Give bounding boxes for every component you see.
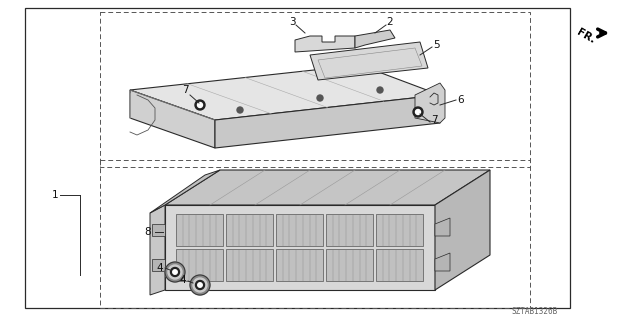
Circle shape — [415, 109, 420, 115]
Bar — [326, 214, 373, 246]
Bar — [152, 259, 165, 271]
Polygon shape — [435, 253, 450, 271]
Circle shape — [190, 275, 210, 295]
Polygon shape — [435, 218, 450, 236]
Bar — [176, 214, 223, 246]
Bar — [100, 12, 530, 167]
Text: 5: 5 — [434, 40, 440, 50]
Circle shape — [198, 283, 202, 287]
Polygon shape — [415, 83, 445, 123]
Circle shape — [237, 107, 243, 113]
Bar — [25, 8, 570, 308]
Circle shape — [195, 281, 205, 290]
Polygon shape — [310, 42, 428, 80]
Polygon shape — [435, 170, 490, 290]
Text: 6: 6 — [458, 95, 464, 105]
Bar — [326, 249, 373, 281]
Text: FR.: FR. — [575, 27, 597, 45]
Bar — [226, 249, 273, 281]
Circle shape — [165, 262, 185, 282]
Bar — [176, 249, 223, 281]
Polygon shape — [165, 205, 435, 290]
Polygon shape — [130, 65, 440, 120]
Circle shape — [377, 87, 383, 93]
Polygon shape — [150, 205, 165, 295]
Bar — [226, 214, 273, 246]
Text: 1: 1 — [52, 190, 58, 200]
Bar — [276, 249, 323, 281]
Text: 4: 4 — [180, 275, 186, 285]
Circle shape — [168, 265, 182, 279]
Bar — [152, 224, 165, 236]
Text: 7: 7 — [431, 115, 437, 125]
Text: 4: 4 — [157, 263, 163, 273]
Bar — [376, 249, 423, 281]
Bar — [100, 160, 530, 308]
Circle shape — [413, 107, 423, 117]
Polygon shape — [150, 170, 220, 213]
Polygon shape — [215, 95, 440, 148]
Circle shape — [173, 270, 177, 274]
Text: 2: 2 — [387, 17, 394, 27]
Polygon shape — [165, 170, 490, 205]
Circle shape — [317, 95, 323, 101]
Circle shape — [193, 278, 207, 292]
Text: 8: 8 — [145, 227, 151, 237]
Text: SZTAB1326B: SZTAB1326B — [512, 308, 558, 316]
Polygon shape — [355, 30, 395, 48]
Text: 3: 3 — [289, 17, 295, 27]
Circle shape — [195, 100, 205, 110]
Bar — [376, 214, 423, 246]
Polygon shape — [295, 36, 355, 52]
Circle shape — [170, 268, 179, 276]
Circle shape — [198, 102, 202, 108]
Polygon shape — [130, 90, 215, 148]
Text: 7: 7 — [182, 85, 188, 95]
Bar — [276, 214, 323, 246]
